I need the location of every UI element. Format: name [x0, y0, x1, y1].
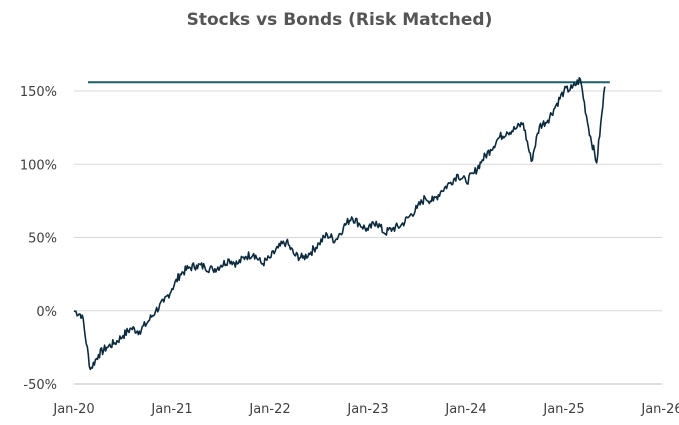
y-tick-label: 0%: [36, 305, 57, 320]
x-axis-tick-labels: Jan-20 Jan-21 Jan-22 Jan-23 Jan-24 Jan-25 Jan-…: [52, 402, 679, 417]
series-line: [73, 77, 606, 371]
y-tick-label: -50%: [23, 378, 57, 393]
x-tick-label: Jan-26: [640, 402, 679, 417]
x-tick-label: Jan-20: [52, 402, 94, 417]
chart-title: Stocks vs Bonds (Risk Matched): [186, 10, 493, 30]
x-tick-label: Jan-24: [444, 402, 486, 417]
y-tick-label: 100%: [20, 158, 57, 173]
x-tick-label: Jan-23: [346, 402, 388, 417]
x-tick-label: Jan-21: [150, 402, 192, 417]
gridlines: [74, 90, 662, 312]
x-tick-label: Jan-22: [248, 402, 290, 417]
x-tick-label: Jan-25: [542, 402, 584, 417]
y-axis-tick-labels: -50% 0% 50% 100% 150%: [20, 85, 57, 393]
series-lines: [73, 77, 606, 371]
y-tick-label: 50%: [28, 232, 57, 247]
y-tick-label: 150%: [20, 85, 57, 100]
